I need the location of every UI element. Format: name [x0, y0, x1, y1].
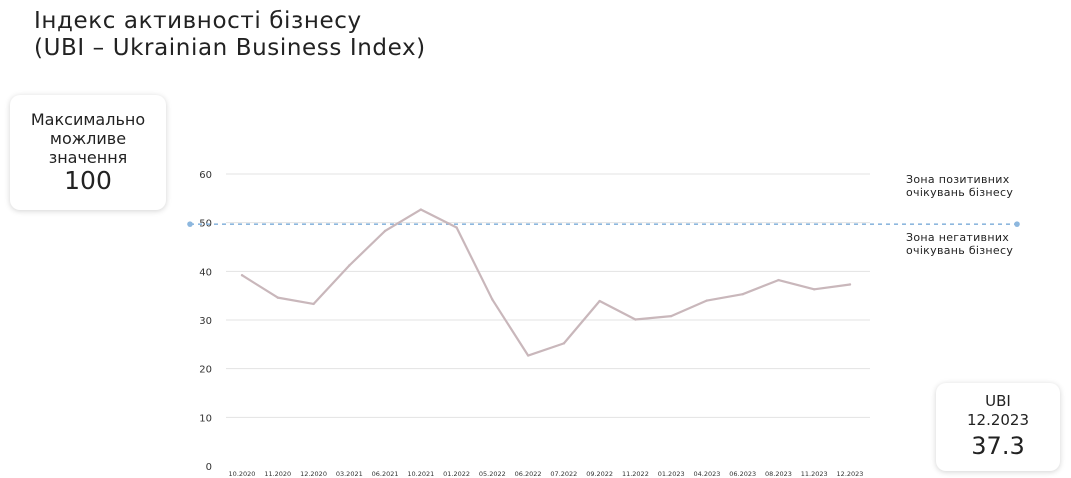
max-value-card: Максимально можливе значення 100: [10, 95, 166, 210]
max-label-line2: можливе: [49, 129, 127, 148]
x-tick-label: 10.2020: [229, 470, 256, 478]
max-label-line1: Максимально: [30, 110, 146, 129]
negative-zone-line1: Зона негативних: [906, 231, 1010, 244]
max-value-number: 100: [64, 166, 112, 195]
x-tick-label: 01.2022: [443, 470, 470, 478]
x-tick-label: 11.2020: [264, 470, 291, 478]
x-tick-label: 11.2022: [622, 470, 649, 478]
data-point: [526, 354, 530, 357]
y-tick-label: 20: [199, 365, 212, 376]
x-tick-label: 06.2021: [372, 470, 399, 478]
data-point: [848, 283, 852, 286]
positive-zone-label: Зона позитивних очікувань бізнесу: [906, 173, 1013, 199]
threshold-endpoint: [1014, 221, 1020, 227]
data-point: [491, 298, 494, 301]
x-tick-label: 04.2023: [693, 470, 720, 478]
y-tick-label: 0: [206, 462, 212, 473]
data-point: [777, 278, 780, 282]
chart-title: Індекс активності бізнесу (UBI – Ukraini…: [34, 8, 426, 62]
data-point: [705, 299, 709, 302]
y-tick-label: 30: [199, 316, 212, 327]
max-value-label: Максимально можливе значення: [10, 110, 166, 167]
data-point: [383, 229, 387, 233]
data-point: [813, 288, 816, 291]
x-tick-label: 08.2023: [765, 470, 792, 478]
negative-zone-line2: очікувань бізнесу: [906, 244, 1014, 257]
y-tick-label: 40: [199, 267, 212, 278]
y-tick-label: 50: [199, 219, 212, 230]
data-point: [312, 302, 315, 306]
x-tick-label: 11.2023: [801, 470, 828, 478]
x-tick-label: 06.2023: [729, 470, 756, 478]
x-tick-label: 03.2021: [336, 470, 363, 478]
x-tick-label: 12.2020: [300, 470, 327, 478]
ubi-value: 37.3: [971, 432, 1025, 460]
data-point: [455, 226, 458, 229]
data-point: [634, 318, 637, 321]
y-tick-label: 10: [199, 413, 212, 424]
x-tick-label: 07.2022: [550, 470, 577, 478]
x-tick-label: 05.2022: [479, 470, 506, 478]
data-point: [348, 264, 351, 267]
x-tick-label: 06.2022: [515, 470, 542, 478]
x-tick-label: 12.2023: [837, 470, 864, 478]
data-point: [598, 299, 601, 303]
chart-title-line2: (UBI – Ukrainian Business Index): [34, 35, 426, 61]
x-tick-label: 01.2023: [658, 470, 685, 478]
data-point: [419, 208, 423, 211]
data-point: [562, 342, 566, 345]
x-tick-label: 10.2021: [407, 470, 434, 478]
ubi-label: UBI: [985, 392, 1011, 410]
ubi-current-card: UBI 12.2023 37.3: [936, 383, 1060, 471]
positive-zone-line2: очікувань бізнесу: [906, 186, 1014, 199]
negative-zone-label: Зона негативних очікувань бізнесу: [906, 231, 1013, 257]
ubi-period: 12.2023: [966, 411, 1030, 429]
data-point: [669, 314, 673, 318]
data-point: [240, 274, 244, 277]
data-point: [741, 293, 744, 296]
y-tick-label: 60: [199, 170, 212, 181]
series-line: [241, 208, 851, 357]
data-point: [276, 296, 279, 299]
threshold-endpoint: [187, 221, 193, 227]
max-label-line3: значення: [48, 148, 128, 167]
x-tick-label: 09.2022: [586, 470, 613, 478]
chart-title-line1: Індекс активності бізнесу: [34, 8, 362, 34]
positive-zone-line1: Зона позитивних: [906, 173, 1010, 186]
